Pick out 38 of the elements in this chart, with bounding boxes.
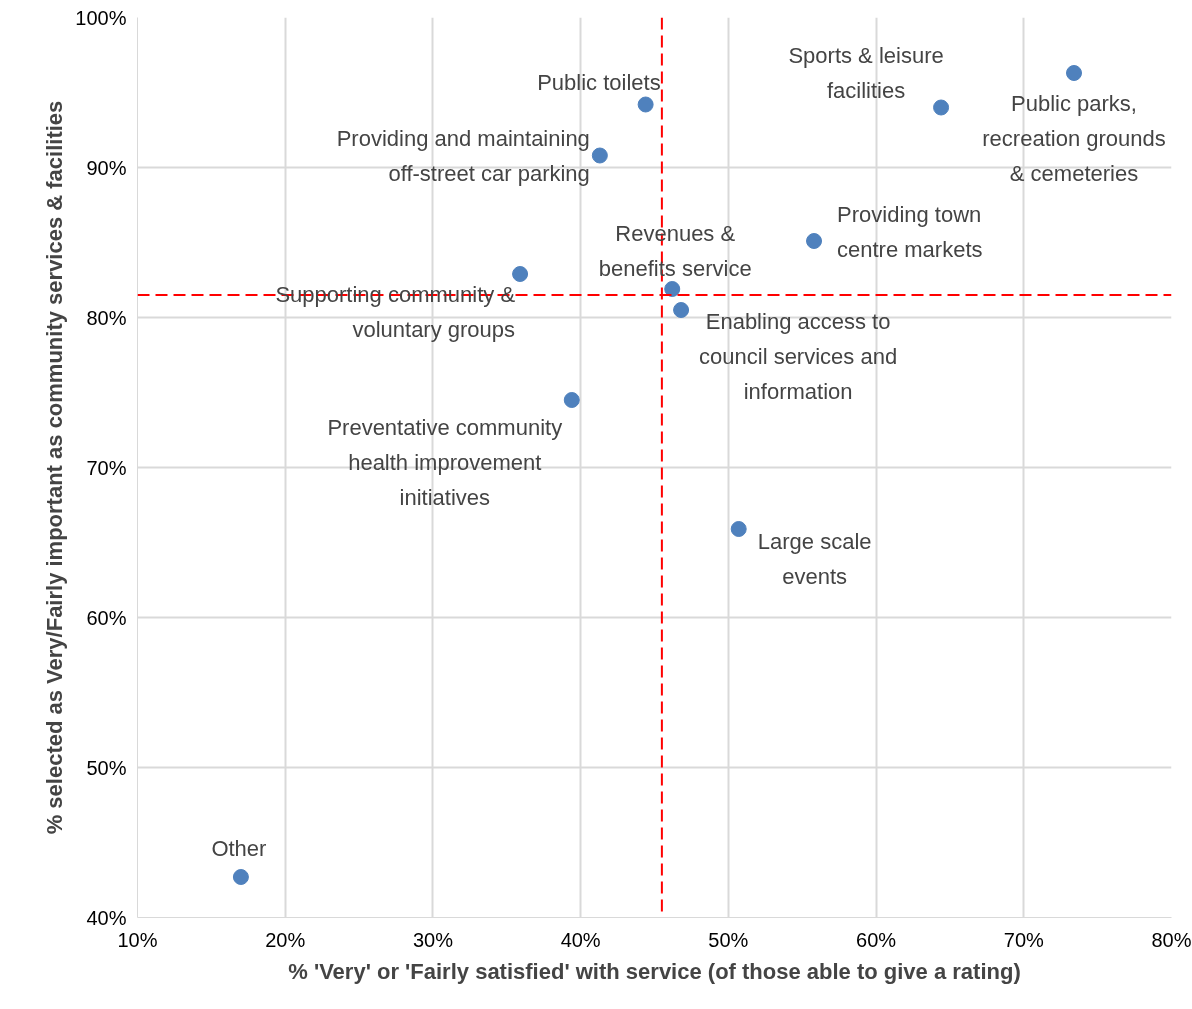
point: [1066, 65, 1083, 81]
annotation: Sports & leisure facilities: [788, 42, 944, 103]
annotation: Enabling access to council services and information: [699, 308, 898, 404]
x-tick-label: 60%: [856, 928, 897, 951]
point: [637, 96, 654, 113]
point: [806, 233, 823, 249]
x-tick-label: 50%: [708, 928, 749, 951]
point: [730, 521, 747, 537]
annotation: Large scale events: [757, 529, 872, 589]
annotation: Providing and maintaining off-street car parking: [336, 125, 590, 186]
x-tick-label: 30%: [412, 928, 454, 951]
annotation: Public toilets: [537, 70, 661, 95]
point: [591, 147, 608, 164]
point: [933, 99, 950, 116]
y-axis-title: % selected as Very/Fairly important as community services & facilities: [42, 100, 68, 835]
point: [512, 266, 529, 282]
point: [563, 392, 580, 408]
point: [664, 281, 681, 297]
x-axis-title: % 'Very' or 'Fairly satisfied' with service (of those able to give a rating): [288, 958, 1021, 984]
y-tick-label: 40%: [86, 906, 127, 929]
y-tick-label: 100%: [75, 6, 127, 29]
x-tick-label: 10%: [117, 928, 158, 951]
y-tick-label: 60%: [86, 606, 127, 629]
y-tick-label: 90%: [86, 156, 127, 179]
x-tick-label: 20%: [265, 928, 306, 951]
y-tick-label: 80%: [86, 306, 127, 329]
y-tick-label: 50%: [86, 756, 127, 779]
annotation: Preventative community health improvement initiatives: [327, 414, 563, 510]
annotation: Public parks, recreation grounds & cemeteries: [982, 90, 1166, 186]
annotation: Other: [211, 835, 267, 861]
x-tick-label: 80%: [1151, 928, 1192, 951]
annotation: Providing town centre markets: [837, 202, 983, 262]
point: [232, 869, 249, 885]
x-tick-label: 40%: [560, 928, 601, 951]
point: [673, 302, 690, 318]
y-tick-label: 70%: [86, 456, 127, 479]
annotation: Revenues & benefits service: [598, 221, 752, 281]
x-tick-label: 70%: [1003, 928, 1045, 951]
